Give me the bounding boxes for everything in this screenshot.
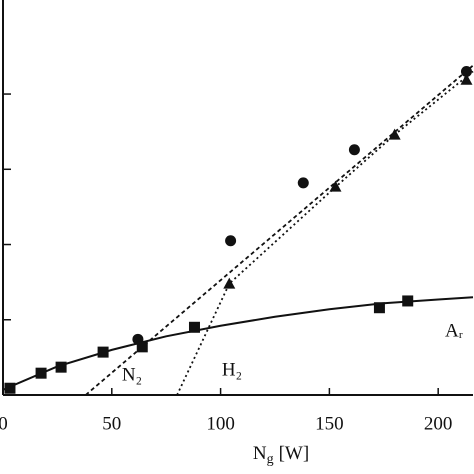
x-tick-label: 150 bbox=[315, 413, 344, 434]
point bbox=[388, 128, 401, 140]
point bbox=[35, 367, 47, 379]
point bbox=[297, 177, 309, 189]
x-label-main: N bbox=[253, 443, 267, 464]
x-tick-label: 100 bbox=[206, 413, 235, 434]
point bbox=[348, 144, 360, 156]
x-axis-label: Ng [W] bbox=[253, 443, 309, 467]
x-tick-label: 0 bbox=[0, 413, 8, 434]
point bbox=[329, 180, 342, 192]
point bbox=[136, 341, 148, 353]
point bbox=[402, 295, 414, 307]
series-label: H₂ bbox=[222, 359, 242, 380]
point bbox=[97, 346, 109, 358]
x-label-unit: [W] bbox=[279, 443, 310, 464]
series-label: Aᵣ bbox=[445, 320, 463, 341]
point bbox=[188, 321, 200, 333]
series-label: N₂ bbox=[122, 364, 142, 385]
point bbox=[460, 73, 473, 85]
x-tick-label: 200 bbox=[424, 413, 453, 434]
point bbox=[225, 235, 237, 247]
point bbox=[373, 302, 385, 314]
point bbox=[55, 361, 67, 373]
point bbox=[223, 277, 236, 289]
x-label-sub: g bbox=[267, 452, 274, 467]
fit-line bbox=[176, 70, 474, 396]
point bbox=[4, 382, 16, 394]
x-tick-label: 50 bbox=[102, 413, 121, 434]
